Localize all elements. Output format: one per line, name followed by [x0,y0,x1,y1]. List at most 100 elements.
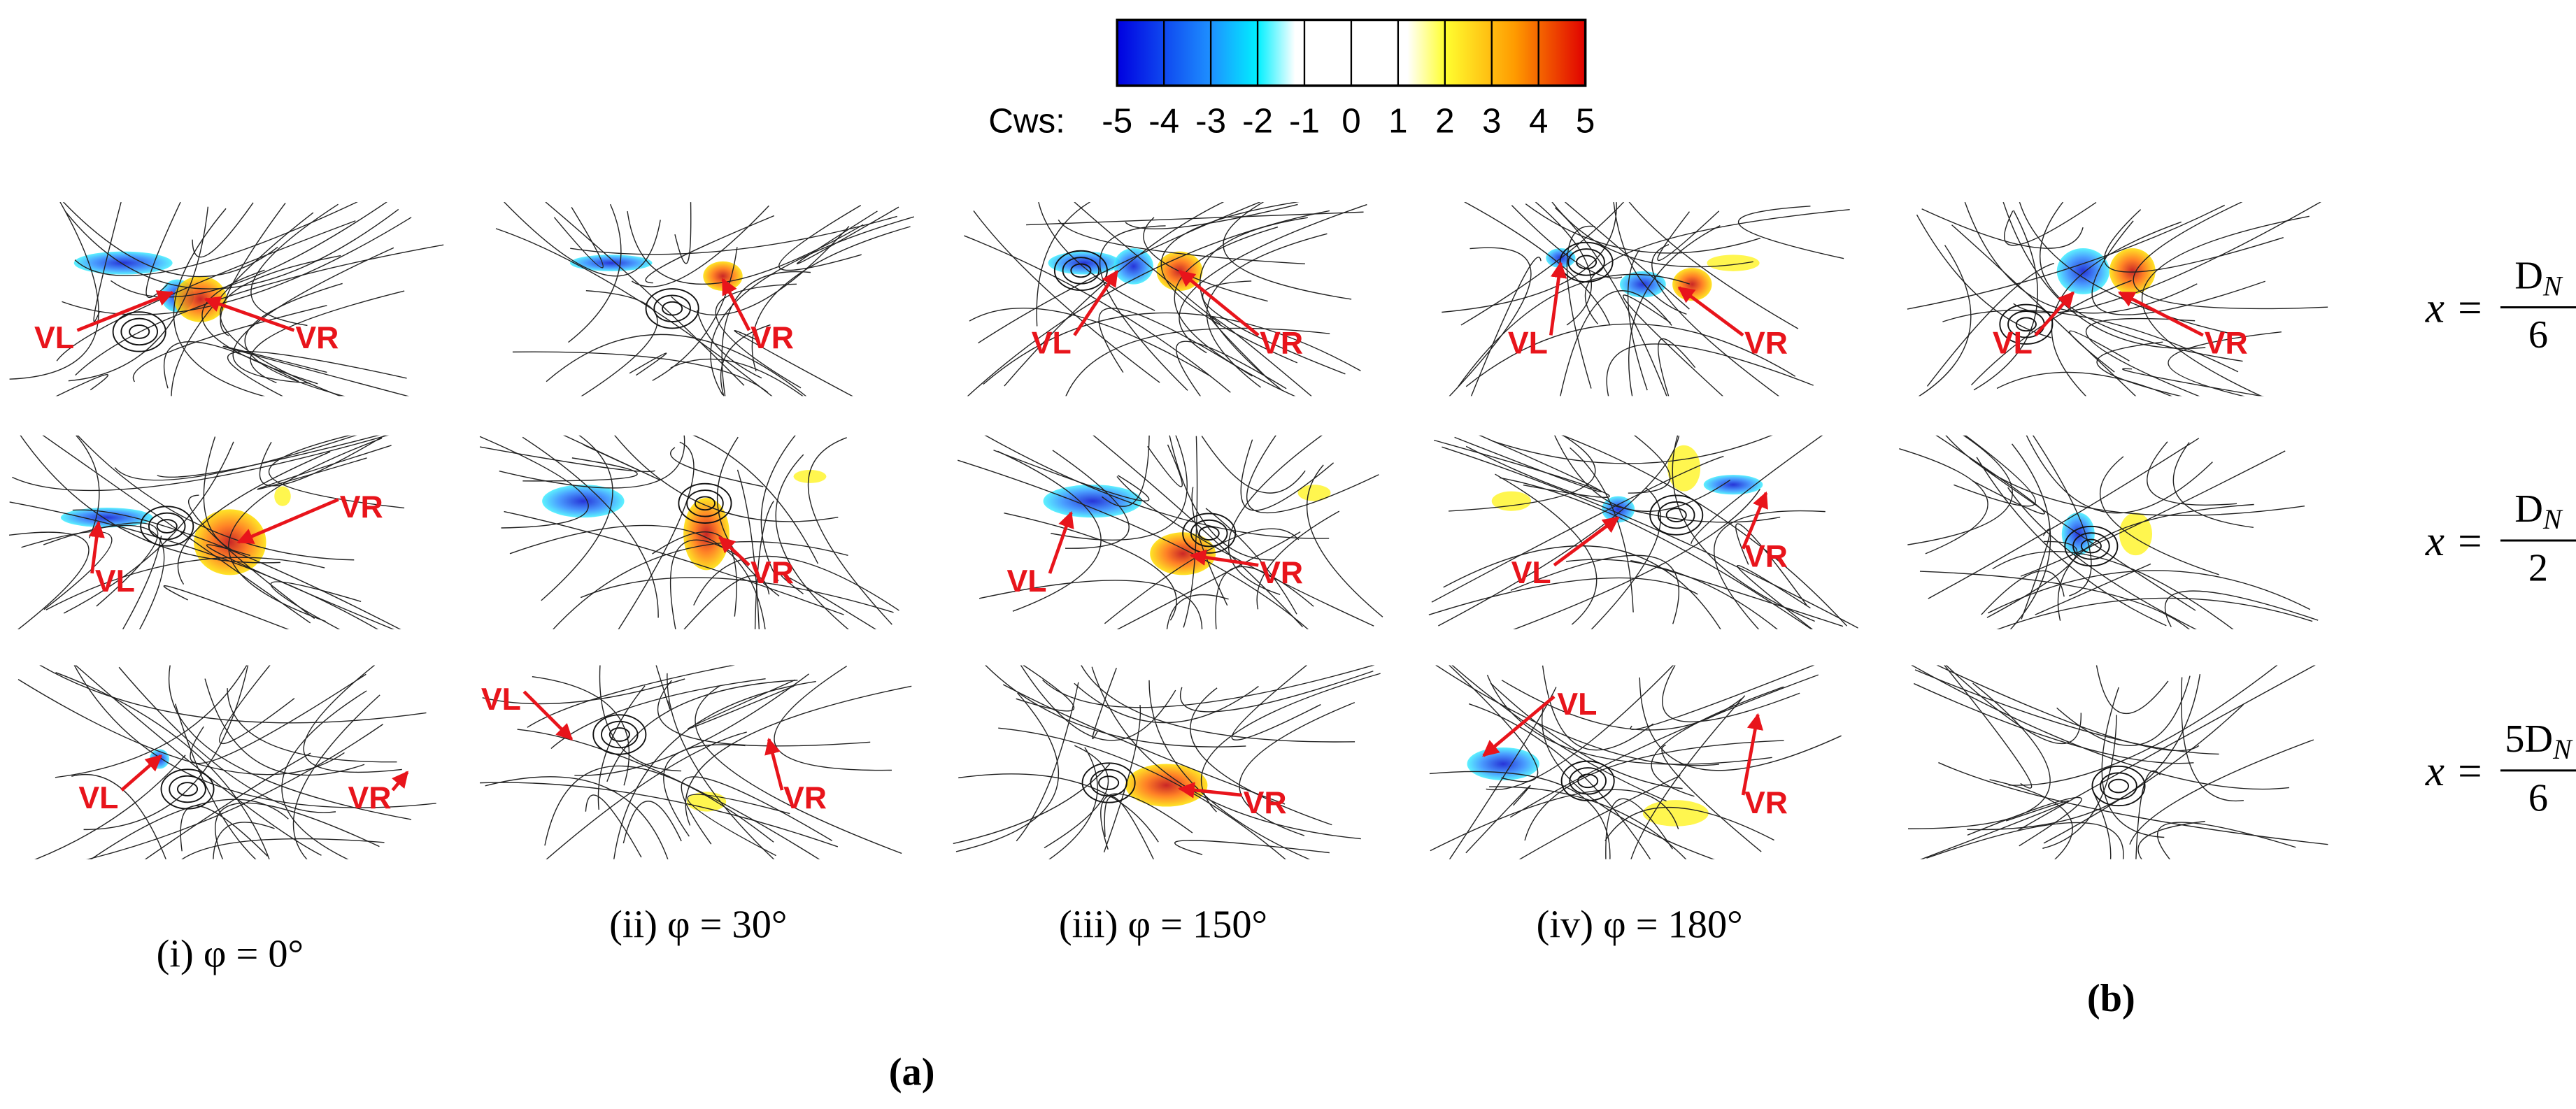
streamline [90,799,289,859]
streamline [546,731,747,859]
streamline [964,235,1231,393]
streamline [1535,202,1592,326]
vortex-ring [609,727,630,742]
annotation-arrow [764,737,784,791]
streamline [553,541,848,629]
streamline [1921,208,2084,249]
streamline [1501,680,1743,731]
streamline [144,752,311,859]
streamline [1542,706,1715,859]
panel-content [1429,665,1842,859]
streamline [563,435,661,481]
streamline [1205,508,1297,615]
streamline [796,206,899,264]
streamline [1942,310,2239,373]
streamline [541,435,613,601]
colorbar-tick-label: -2 [1242,101,1273,140]
streamline [1020,665,1176,741]
panel-content [1442,202,1850,396]
streamline [1200,217,1308,391]
streamline [695,685,902,854]
streamline [220,255,342,396]
streamline [62,202,278,278]
streamline [1016,682,1079,842]
panel-content [479,435,899,629]
colorbar-tick-label: -5 [1102,101,1132,140]
streamline [213,822,275,859]
streamline [114,435,357,481]
streamline [512,351,769,393]
streamline [1976,457,2167,627]
streamline [173,208,266,396]
streamline [734,330,853,396]
vortex-ring [678,482,732,524]
vortex-ring [1081,762,1136,803]
streamline [715,283,802,389]
streamline [1551,202,1753,268]
contour-blob [1642,800,1709,827]
streamline [1996,371,2172,396]
flow-panel [479,435,899,629]
streamline [111,202,387,298]
streamline [157,435,380,478]
streamline [1465,785,1531,854]
streamline [1928,438,2200,599]
streamline [482,678,685,705]
streamline [2020,450,2286,577]
colorbar-tick-label: 5 [1576,101,1595,140]
streamline [1486,674,1772,765]
streamline [63,441,234,614]
streamline [495,228,773,396]
streamline [1051,435,1188,541]
streamline [1899,448,1988,554]
streamline [1919,571,2190,629]
streamline [655,665,671,710]
streamline [1945,435,2305,516]
streamline [2026,435,2213,514]
streamline [2104,209,2284,273]
contour-blob [274,486,291,506]
vortex-ring [1999,303,2054,345]
vortex-ring [1567,248,1605,276]
vortex-ring [1198,526,1220,541]
flow-panel [9,202,444,396]
contour-blob [60,508,153,528]
vortex-ring [148,512,186,541]
vortex-label: VR [783,781,827,815]
streamline [118,666,336,813]
vortex-ring [1098,775,1120,790]
vortex-label: VL [1007,564,1047,599]
streamline [1004,202,1225,387]
streamline [693,555,899,611]
streamline [34,754,186,859]
streamline [958,773,1159,843]
streamline [1206,233,1328,388]
row-label-numerator: DN [2514,487,2563,535]
streamline [250,203,339,327]
streamline [2135,770,2161,859]
streamline [1438,436,1680,627]
streamline [955,692,1060,852]
streamline [187,494,315,620]
figure-label: (b) [2087,977,2135,1020]
contour-blob [194,509,266,575]
streamline [1936,665,2200,752]
streamline [75,665,322,856]
streamline [71,773,166,859]
streamline [2172,442,2254,529]
streamline [522,436,659,618]
streamline [2085,317,2200,396]
row-label-lhs: x = [2425,518,2484,565]
streamline [2137,820,2205,859]
vortex-ring [2015,317,2037,332]
column-label: (iv) φ = 180° [1537,903,1743,946]
streamline [499,435,685,489]
streamline [56,220,356,362]
streamline [1938,761,2328,845]
panel-content [8,435,405,629]
streamline [1174,840,1330,855]
streamline [2002,202,2206,349]
streamline [1231,665,1321,740]
streamline [1449,665,1539,782]
vortex-ring [140,506,194,547]
